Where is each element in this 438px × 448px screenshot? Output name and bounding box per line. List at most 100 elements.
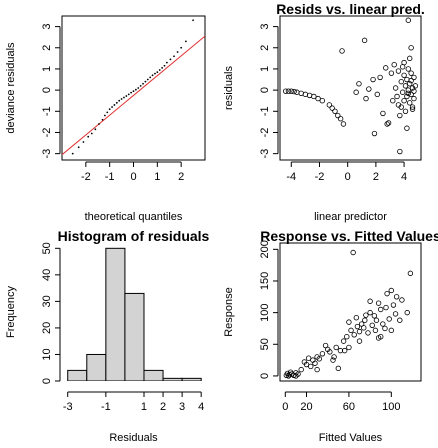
y-tick-label: 2 xyxy=(41,45,53,51)
data-point xyxy=(404,309,410,316)
data-point xyxy=(113,104,116,106)
data-point xyxy=(388,327,395,334)
data-point xyxy=(369,322,375,328)
data-point xyxy=(329,105,335,111)
chart-panel-top-right: -4 -2 0 2 4 -3 -2 -1 0 1 2 3 linear predictor residua… xyxy=(223,1,425,223)
data-point xyxy=(408,45,414,51)
x-tick-label: 0 xyxy=(345,171,351,183)
data-point xyxy=(333,344,339,351)
x-tick-label: -2 xyxy=(315,171,325,183)
data-point xyxy=(397,317,403,323)
data-point xyxy=(163,64,166,67)
y-tick-label: 40 xyxy=(41,269,53,281)
data-point xyxy=(158,69,161,71)
data-point xyxy=(397,148,403,155)
data-point xyxy=(356,328,363,335)
x-tick-label: 20 xyxy=(300,401,312,413)
y-axis-label: residuals xyxy=(223,65,235,110)
data-point xyxy=(392,311,399,317)
data-point xyxy=(367,298,373,304)
histogram-bar xyxy=(143,369,164,381)
data-point xyxy=(409,106,416,112)
data-marks xyxy=(62,19,205,156)
data-point xyxy=(305,355,312,361)
data-point xyxy=(282,88,289,94)
data-point xyxy=(395,68,402,74)
data-point xyxy=(391,62,397,68)
data-point xyxy=(375,300,382,306)
plot-frame xyxy=(279,15,422,161)
data-point xyxy=(335,112,341,119)
x-tick-label: 4 xyxy=(401,171,407,183)
data-point xyxy=(401,98,407,104)
data-point xyxy=(82,141,85,143)
y-tick-label: -1 xyxy=(41,106,53,116)
data-point xyxy=(384,121,390,127)
data-point xyxy=(353,314,360,321)
data-point xyxy=(401,72,407,78)
x-tick-label: 2 xyxy=(373,171,379,183)
data-point xyxy=(395,102,402,108)
y-tick-label: 0 xyxy=(259,87,271,93)
data-point xyxy=(291,88,297,95)
data-point xyxy=(404,93,410,100)
data-point xyxy=(312,360,318,366)
data-point xyxy=(132,90,135,93)
data-point xyxy=(394,93,400,100)
data-point xyxy=(161,66,164,69)
data-point xyxy=(390,98,396,104)
data-point xyxy=(340,338,347,344)
chart-panel-bottom-right: 0 20 60 100 0 50 100 150 200 Fitted Values Respons… xyxy=(223,228,438,444)
data-point xyxy=(154,72,156,75)
data-point xyxy=(370,76,376,83)
data-point xyxy=(351,332,357,338)
data-point xyxy=(98,123,100,125)
data-point xyxy=(319,351,326,357)
x-tick-label: 1 xyxy=(141,401,147,413)
data-point xyxy=(340,121,347,127)
data-point xyxy=(399,89,406,95)
data-point xyxy=(139,84,142,87)
x-tick-label: -4 xyxy=(286,171,296,183)
data-point xyxy=(407,81,413,87)
data-marks xyxy=(67,247,202,381)
data-point xyxy=(375,335,382,341)
data-point xyxy=(142,82,144,85)
y-tick-label: 3 xyxy=(259,24,271,30)
data-point xyxy=(380,321,386,327)
data-point xyxy=(356,81,362,87)
x-tick-label: 0 xyxy=(130,171,136,183)
data-point xyxy=(346,319,352,325)
data-point xyxy=(373,317,380,323)
x-axis-label: linear predictor xyxy=(314,211,387,223)
data-point xyxy=(411,74,417,81)
data-point xyxy=(332,108,338,114)
data-point xyxy=(341,347,348,354)
histogram-bar xyxy=(181,377,202,381)
data-point xyxy=(111,106,113,108)
x-tick-label: -1 xyxy=(105,171,115,183)
data-point xyxy=(404,125,410,131)
data-point xyxy=(104,114,106,117)
data-point xyxy=(405,17,412,23)
data-point xyxy=(362,317,368,323)
data-point xyxy=(144,80,147,83)
data-point xyxy=(354,323,361,330)
data-point xyxy=(288,88,294,94)
x-tick-label: 100 xyxy=(382,401,400,413)
data-point xyxy=(388,287,395,294)
data-point xyxy=(146,78,149,81)
data-point xyxy=(346,344,352,351)
y-tick-label: -1 xyxy=(259,106,271,116)
data-point xyxy=(366,86,372,92)
histogram-bar xyxy=(105,247,126,381)
y-tick-label: -2 xyxy=(41,128,53,138)
x-tick-label: 2 xyxy=(178,171,184,183)
histogram-bar xyxy=(67,369,88,381)
data-point xyxy=(156,71,159,74)
data-point xyxy=(386,316,392,322)
x-tick-label: 3 xyxy=(179,401,185,413)
data-point xyxy=(385,120,392,126)
data-point xyxy=(371,130,378,137)
